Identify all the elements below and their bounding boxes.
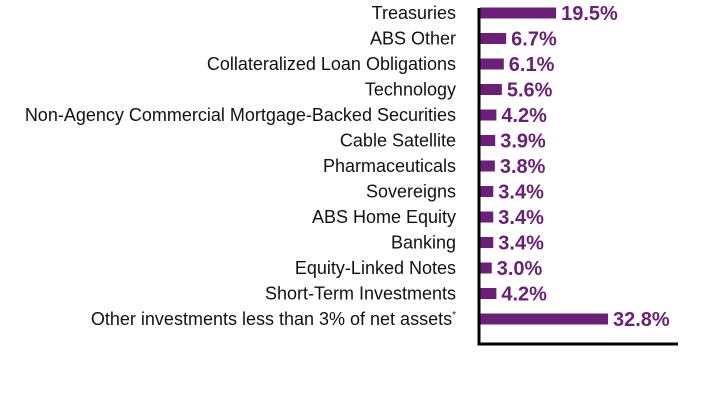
category-label-equity-linked-notes: Equity-Linked Notes <box>295 258 456 278</box>
category-label-non-agency-commercial-mortgage-backed-securities: Non-Agency Commercial Mortgage-Backed Se… <box>25 105 456 125</box>
bar-abs-home-equity <box>480 211 494 223</box>
value-label-technology: 5.6% <box>507 80 553 102</box>
labels-layer: Treasuries 19.5% ABS Other 6.7% Collateraliz… <box>25 3 670 331</box>
bar-cable-satellite <box>480 135 496 146</box>
value-label-collateralized-loan-obligations: 6.1% <box>509 54 555 76</box>
bar-non-agency-commercial-mortgage-backed-securities <box>480 109 497 121</box>
category-label-short-term-investments: Short-Term Investments <box>265 284 456 304</box>
category-label-other-investments-less-than-3-of-net-assets: Other investments less than 3% of net as… <box>91 309 456 329</box>
bar-technology <box>480 84 502 95</box>
value-label-cable-satellite: 3.9% <box>500 131 546 153</box>
category-label-cable-satellite: Cable Satellite <box>340 131 456 151</box>
bar-collateralized-loan-obligations <box>480 58 504 70</box>
value-label-short-term-investments: 4.2% <box>501 284 547 306</box>
bar-abs-other <box>480 33 507 44</box>
category-label-banking: Banking <box>391 233 456 253</box>
category-label-treasuries: Treasuries <box>372 3 456 23</box>
value-label-pharmaceuticals: 3.8% <box>500 156 546 178</box>
category-label-pharmaceuticals: Pharmaceuticals <box>323 156 456 176</box>
category-label-sovereigns: Sovereigns <box>366 182 456 202</box>
value-label-abs-home-equity: 3.4% <box>498 207 544 229</box>
category-label-technology: Technology <box>365 80 456 100</box>
value-label-banking: 3.4% <box>498 233 544 255</box>
category-label-abs-home-equity: ABS Home Equity <box>312 207 456 227</box>
value-label-sovereigns: 3.4% <box>498 182 544 204</box>
category-label-abs-other: ABS Other <box>370 29 456 49</box>
axis-layer <box>477 8 678 346</box>
bars-layer <box>480 7 608 325</box>
category-label-collateralized-loan-obligations: Collateralized Loan Obligations <box>207 54 456 74</box>
value-label-non-agency-commercial-mortgage-backed-securities: 4.2% <box>501 105 547 127</box>
value-label-equity-linked-notes: 3.0% <box>497 258 543 280</box>
bar-sovereigns <box>480 186 494 197</box>
bar-equity-linked-notes <box>480 262 492 274</box>
footnote-mark: * <box>452 310 456 321</box>
bar-treasuries <box>480 7 557 19</box>
bar-pharmaceuticals <box>480 160 495 172</box>
value-label-treasuries: 19.5% <box>561 3 618 25</box>
value-label-abs-other: 6.7% <box>511 29 557 51</box>
bar-banking <box>480 237 494 248</box>
bar-other-investments-less-than-3-of-net-assets <box>480 313 608 325</box>
value-label-other-investments-less-than-3-of-net-assets: 32.8% <box>613 309 670 331</box>
bar-short-term-investments <box>480 288 497 299</box>
